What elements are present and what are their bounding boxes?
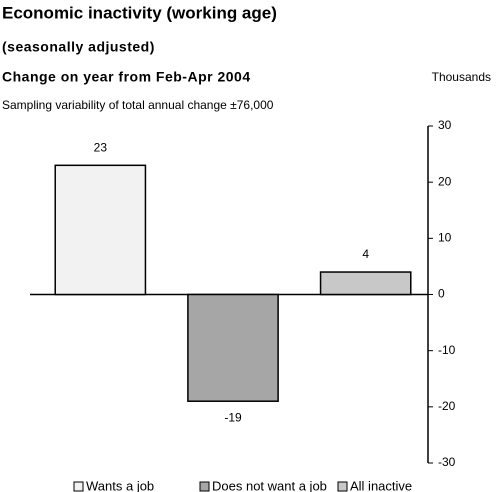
- chart-heading: Change on year from Feb-Apr 2004: [2, 69, 251, 85]
- data-label: 4: [362, 247, 369, 261]
- y-tick-label: 20: [438, 174, 452, 188]
- y-tick-label: 0: [438, 287, 445, 301]
- chart-title: Economic inactivity (working age): [2, 3, 277, 22]
- unit-label: Thousands: [432, 70, 491, 84]
- legend-label: All inactive: [350, 478, 412, 492]
- bar: [187, 293, 279, 402]
- legend-label: Does not want a job: [212, 478, 327, 492]
- legend-swatch: [199, 481, 210, 492]
- y-tick-label: -30: [438, 455, 456, 469]
- note: Sampling variability of total annual cha…: [2, 98, 274, 112]
- y-tick-label: 10: [438, 231, 452, 245]
- y-tick-label: 30: [438, 118, 452, 132]
- data-label: 23: [94, 140, 108, 154]
- y-tick-label: -10: [438, 343, 456, 357]
- chart-subtitle: (seasonally adjusted): [2, 39, 155, 55]
- bar: [319, 271, 412, 296]
- y-tick-label: -20: [438, 399, 456, 413]
- legend-label: Wants a job: [86, 478, 154, 492]
- data-label: -19: [224, 410, 242, 424]
- legend-swatch: [337, 481, 348, 492]
- bar: [54, 164, 147, 296]
- legend-swatch: [73, 481, 84, 492]
